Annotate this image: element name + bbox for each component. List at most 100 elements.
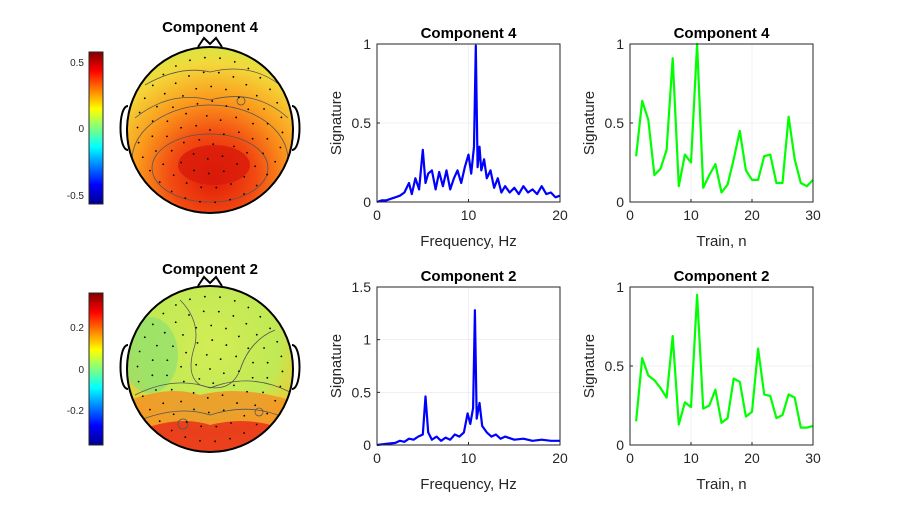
- electrode-dot: [151, 374, 154, 377]
- electrode-dot: [185, 112, 187, 115]
- electrode-dot: [233, 145, 235, 148]
- colorbar-tick: 0.2: [70, 323, 84, 334]
- colorbar-tick: -0.2: [67, 406, 85, 417]
- train-plot-component-2: 0 10 20 30 0 0.5 1 Component 2 Train, n Signature: [581, 268, 821, 493]
- electrode-dot: [262, 152, 264, 155]
- electrode-dot: [212, 143, 215, 146]
- electrode-dot: [252, 122, 254, 125]
- spectrum-plot-component-4: 0 10 20 0 0.5 1 Component 4 Frequency, Hz Signat…: [328, 25, 568, 250]
- electrode-dot: [235, 355, 238, 358]
- electrode-dot: [266, 361, 269, 364]
- topo-component-2: 0.2 0 -0.2 Component 2: [67, 261, 301, 453]
- electrode-dot: [196, 102, 199, 105]
- electrode-dot: [185, 182, 188, 184]
- electrode-dot: [198, 138, 201, 141]
- electrode-dot: [172, 345, 174, 348]
- electrode-dot: [255, 184, 258, 187]
- electrode-dot: [219, 296, 221, 299]
- electrode-dot: [163, 331, 166, 334]
- x-axis-label: Frequency, Hz: [420, 476, 516, 493]
- electrode-dot: [199, 200, 201, 203]
- electrode-dot: [166, 120, 169, 123]
- electrode-dot: [166, 374, 168, 377]
- electrode-dot: [199, 439, 201, 442]
- electrode-dot: [252, 361, 254, 364]
- x-axis-label: Train, n: [696, 476, 746, 493]
- colorbar-component-2: [89, 293, 103, 445]
- electrode-dot: [279, 146, 282, 149]
- x-tick-label: 30: [805, 450, 821, 466]
- nose-outline: [197, 36, 223, 48]
- y-tick-label: 1: [616, 36, 624, 52]
- x-axis-label: Train, n: [696, 233, 746, 250]
- x-tick-label: 30: [805, 207, 821, 223]
- electrode-dot: [251, 137, 254, 140]
- electrode-dot: [236, 402, 238, 404]
- electrode-dot: [233, 60, 236, 63]
- electrode-dot: [184, 436, 187, 439]
- electrode-dot: [207, 172, 210, 175]
- colorbar-tick: 0: [78, 124, 84, 135]
- electrode-dot: [138, 350, 141, 353]
- electrode-dot: [262, 391, 264, 394]
- electrode-dot: [245, 322, 248, 325]
- electrode-dot: [162, 163, 165, 166]
- electrode-dot: [219, 119, 222, 122]
- electrode-dot: [155, 389, 157, 391]
- x-tick-label: 10: [461, 450, 477, 466]
- electrode-dot: [243, 175, 246, 178]
- electrode-dot: [205, 114, 208, 117]
- electrode-dot: [210, 85, 213, 88]
- x-tick-label: 0: [626, 207, 634, 223]
- spectrum-plot-component-2: 0 10 20 0 0.5 1 1.5 Component 2 Frequency, Hz Sig…: [328, 268, 568, 493]
- electrode-dot: [236, 163, 238, 165]
- electrode-dot: [266, 173, 269, 176]
- electrode-dot: [202, 71, 205, 74]
- x-tick-label: 20: [552, 207, 568, 223]
- electrode-dot: [184, 197, 187, 200]
- colorbar-component-4: [89, 52, 103, 204]
- electrode-dot: [235, 116, 238, 119]
- electrode-dot: [247, 108, 250, 111]
- electrode-dot: [195, 363, 198, 366]
- electrode-dot: [255, 94, 258, 97]
- head-outline: [126, 285, 294, 453]
- electrode-dot: [274, 399, 277, 402]
- electrode-dot: [158, 420, 161, 423]
- electrode-dot: [174, 82, 177, 85]
- train-plot-component-4: 0 10 20 30 0 0.5 1 Component 4 Train, n Signature: [581, 25, 821, 250]
- plot-title: Component 2: [674, 268, 770, 285]
- topo-title: Component 2: [162, 261, 258, 278]
- electrode-dot: [212, 382, 215, 385]
- electrode-dot: [259, 76, 262, 79]
- electrode-dot: [222, 133, 225, 136]
- electrode-dot: [214, 440, 217, 443]
- electrode-dot: [206, 397, 209, 399]
- electrode-dot: [221, 394, 224, 397]
- electrode-dot: [274, 160, 277, 163]
- electrode-dot: [276, 101, 279, 104]
- y-tick-label: 0.5: [352, 384, 372, 400]
- electrode-dot: [172, 174, 175, 177]
- electrode-dot: [233, 299, 236, 302]
- colorbar-tick: 0: [78, 365, 84, 376]
- electrode-dot: [203, 295, 206, 298]
- electrode-dot: [156, 344, 158, 347]
- series-line: [635, 42, 814, 194]
- electrode-dot: [151, 359, 154, 362]
- x-tick-label: 20: [744, 450, 760, 466]
- electrode-dot: [254, 404, 257, 407]
- electrode-dot: [222, 170, 225, 173]
- y-axis-label: Signature: [328, 91, 345, 155]
- electrode-dot: [166, 359, 169, 362]
- y-axis-label: Signature: [581, 91, 598, 155]
- electrode-dot: [198, 377, 201, 380]
- left-ear-outline: [119, 344, 129, 390]
- y-tick-label: 0: [363, 437, 371, 453]
- electrode-dot: [163, 92, 166, 95]
- electrode-dot: [237, 96, 240, 99]
- electrode-dot: [170, 388, 173, 391]
- electrode-dot: [149, 408, 151, 411]
- electrode-dot: [143, 336, 146, 339]
- electrode-markers: [136, 295, 284, 443]
